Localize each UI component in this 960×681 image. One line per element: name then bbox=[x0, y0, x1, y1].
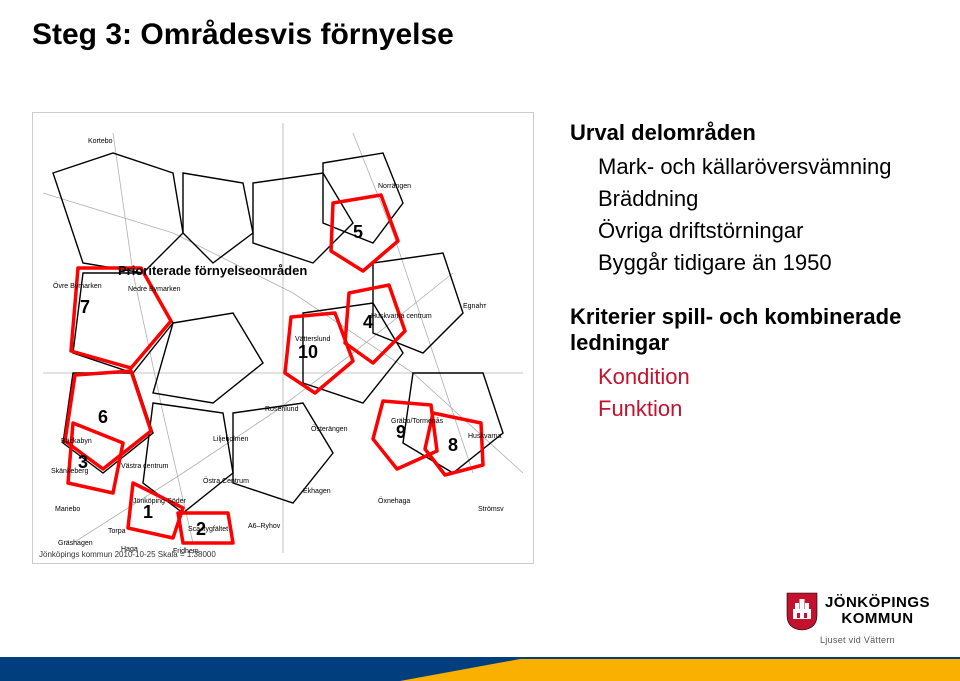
list1-item: Mark- och källaröversvämning bbox=[598, 154, 930, 180]
logo-line2: KOMMUN bbox=[841, 610, 913, 627]
heading-kriterier: Kriterier spill- och kombinerade ledning… bbox=[570, 304, 930, 356]
page-title: Steg 3: Områdesvis förnyelse bbox=[32, 18, 454, 52]
svg-text:6: 6 bbox=[98, 407, 108, 427]
svg-text:10: 10 bbox=[298, 342, 318, 362]
svg-text:Bäckabyn: Bäckabyn bbox=[61, 438, 92, 445]
svg-text:Huskvarna: Huskvarna bbox=[468, 433, 502, 440]
map-caption: Jönköpings kommun 2010-10-25 Skala = 1:3… bbox=[39, 550, 216, 559]
svg-text:Gräbo/Tormenås: Gräbo/Tormenås bbox=[391, 417, 444, 425]
svg-text:Skänkeberg: Skänkeberg bbox=[51, 468, 88, 475]
logo-text: JÖNKÖPINGS KOMMUN bbox=[825, 595, 930, 627]
svg-text:Liljeholmen: Liljeholmen bbox=[213, 436, 249, 443]
svg-text:Strömsv: Strömsv bbox=[478, 506, 504, 513]
svg-text:5: 5 bbox=[353, 222, 363, 242]
svg-text:Jönköping-Söder: Jönköping-Söder bbox=[133, 498, 187, 505]
logo-tagline: Ljuset vid Vättern bbox=[785, 635, 930, 645]
map-overlay-title: Prioriterade förnyelseområden bbox=[118, 263, 307, 278]
svg-text:Nedre Bymarken: Nedre Bymarken bbox=[128, 286, 181, 293]
svg-text:8: 8 bbox=[448, 435, 458, 455]
svg-text:9: 9 bbox=[396, 422, 406, 442]
svg-text:Norrängen: Norrängen bbox=[378, 183, 411, 190]
svg-text:A6–Ryhov: A6–Ryhov bbox=[248, 523, 281, 530]
logo: JÖNKÖPINGS KOMMUN Ljuset vid Vättern bbox=[785, 591, 930, 645]
list2-item: Kondition bbox=[598, 364, 930, 390]
svg-text:Övre Bymarken: Övre Bymarken bbox=[53, 282, 102, 290]
svg-text:Gräshagen: Gräshagen bbox=[58, 540, 93, 547]
svg-text:Sca flygfältet: Sca flygfältet bbox=[188, 526, 228, 533]
map-figure: 76312104598KorteboNorrängenÖvre Bymarken… bbox=[32, 112, 534, 564]
list2-item: Funktion bbox=[598, 396, 930, 422]
footer-wedge-icon bbox=[0, 655, 960, 681]
svg-text:Mariebo: Mariebo bbox=[55, 506, 80, 513]
map-svg: 76312104598KorteboNorrängenÖvre Bymarken… bbox=[33, 113, 533, 563]
svg-text:Ekhagen: Ekhagen bbox=[303, 488, 331, 495]
list1-item: Bräddning bbox=[598, 186, 930, 212]
svg-text:Vätterslund: Vätterslund bbox=[295, 336, 331, 343]
svg-text:Kortebo: Kortebo bbox=[88, 138, 113, 145]
svg-text:7: 7 bbox=[80, 297, 90, 317]
svg-text:Egnahт: Egnahт bbox=[463, 303, 487, 310]
svg-text:Torpa: Torpa bbox=[108, 528, 126, 535]
shield-icon bbox=[785, 591, 819, 631]
svg-text:Östra Centrum: Östra Centrum bbox=[203, 477, 249, 485]
heading-urval: Urval delområden bbox=[570, 120, 930, 146]
svg-text:Österängen: Österängen bbox=[311, 425, 348, 433]
svg-text:1: 1 bbox=[143, 502, 153, 522]
logo-line1: JÖNKÖPINGS bbox=[825, 594, 930, 611]
text-column: Urval delområden Mark- och källaröversvä… bbox=[570, 120, 930, 428]
svg-text:Rosenlund: Rosenlund bbox=[265, 406, 299, 413]
list1-item: Övriga driftstörningar bbox=[598, 218, 930, 244]
svg-text:Öxnehaga: Öxnehaga bbox=[378, 497, 410, 505]
svg-text:Huskvarna centrum: Huskvarna centrum bbox=[371, 313, 432, 320]
list1-item: Byggår tidigare än 1950 bbox=[598, 250, 930, 276]
svg-text:Västra centrum: Västra centrum bbox=[121, 463, 169, 470]
